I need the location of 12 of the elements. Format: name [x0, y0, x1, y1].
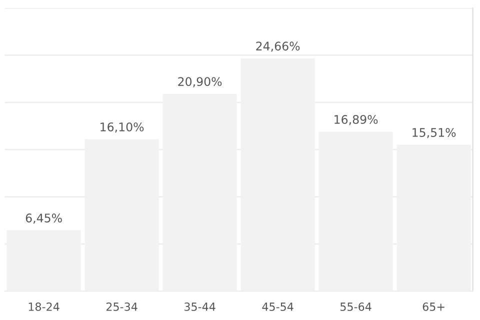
- data-label: 16,10%: [100, 122, 144, 133]
- data-label: 15,51%: [412, 128, 456, 138]
- data-label: 6,45%: [26, 214, 62, 224]
- x-tick-label: 65+: [422, 302, 444, 311]
- x-tick-label: 35-44: [184, 302, 216, 311]
- data-label: 16,89%: [334, 114, 378, 126]
- x-tick-label: 25-34: [106, 302, 138, 311]
- x-tick-label: 45-54: [262, 302, 294, 311]
- data-label: 24,66%: [256, 42, 300, 52]
- x-tick-label: 55-64: [340, 302, 372, 311]
- x-tick-label: 18-24: [28, 302, 60, 311]
- data-label: 20,90%: [178, 77, 222, 88]
